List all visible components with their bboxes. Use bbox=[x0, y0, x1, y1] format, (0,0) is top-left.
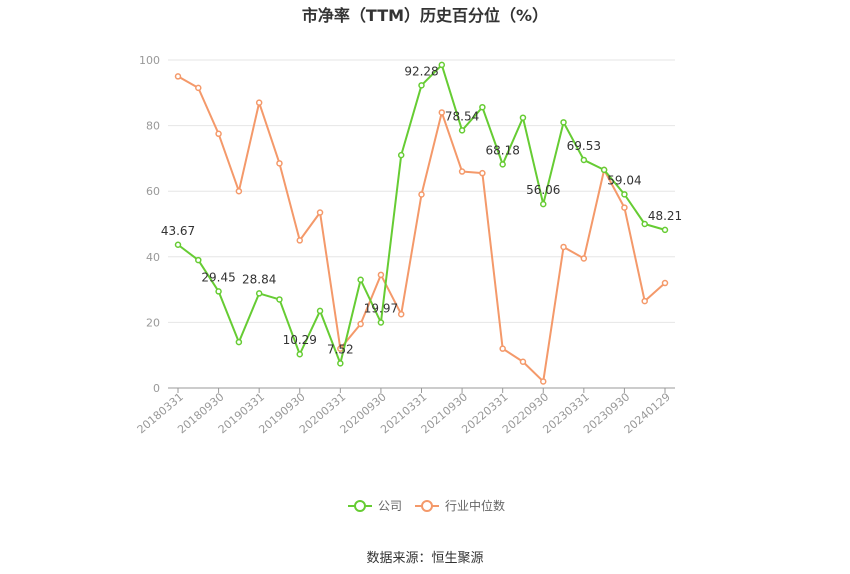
data-point bbox=[316, 209, 324, 216]
y-tick-label: 60 bbox=[146, 185, 160, 198]
data-point bbox=[174, 241, 182, 249]
data-label: 29.45 bbox=[201, 270, 235, 284]
data-label: 59.04 bbox=[607, 173, 641, 187]
x-axis: 2018033120180930201903312019093020200331… bbox=[135, 387, 675, 436]
data-point bbox=[560, 243, 567, 251]
y-tick-label: 20 bbox=[146, 316, 160, 329]
data-point bbox=[519, 114, 527, 121]
data-point bbox=[661, 279, 669, 287]
legend-swatch-marker bbox=[354, 500, 366, 512]
data-point bbox=[600, 166, 608, 174]
data-point bbox=[458, 168, 466, 175]
data-point bbox=[337, 360, 344, 367]
data-label: 92.28 bbox=[404, 64, 438, 78]
data-label: 43.67 bbox=[161, 224, 195, 238]
series-layer bbox=[174, 61, 669, 385]
data-point bbox=[255, 99, 263, 106]
y-axis: 0 20 40 60 80 100 bbox=[139, 54, 160, 395]
data-point bbox=[499, 345, 506, 352]
data-point bbox=[255, 290, 263, 297]
source-note: 数据来源：恒生聚源 bbox=[366, 551, 483, 566]
data-point bbox=[377, 271, 385, 279]
legend-swatch-marker bbox=[421, 500, 433, 512]
data-point bbox=[195, 84, 202, 92]
data-point bbox=[438, 61, 446, 69]
data-point bbox=[479, 169, 486, 177]
data-point bbox=[337, 345, 344, 352]
data-point bbox=[276, 160, 283, 167]
data-label: 69.53 bbox=[567, 139, 601, 153]
data-point bbox=[195, 256, 202, 264]
data-label: 28.84 bbox=[242, 272, 276, 286]
data-point bbox=[418, 191, 425, 198]
data-point bbox=[519, 358, 527, 366]
data-point bbox=[621, 204, 628, 211]
data-point bbox=[540, 378, 547, 385]
data-point bbox=[479, 103, 486, 111]
data-point bbox=[296, 237, 303, 244]
data-point bbox=[499, 161, 506, 168]
chart-title: 市净率（TTM）历史百分位（%） bbox=[302, 6, 548, 25]
data-point bbox=[458, 127, 466, 134]
y-tick-label: 40 bbox=[146, 251, 160, 264]
series-line-industry bbox=[177, 75, 666, 383]
data-label: 7.52 bbox=[327, 342, 354, 356]
data-label: 68.18 bbox=[485, 143, 519, 157]
data-point bbox=[641, 220, 648, 228]
data-point bbox=[540, 200, 547, 208]
data-point bbox=[621, 191, 628, 198]
data-point bbox=[438, 109, 446, 116]
data-point bbox=[580, 156, 588, 164]
data-label: 78.54 bbox=[445, 109, 479, 123]
legend-label: 公司 bbox=[378, 499, 402, 513]
data-point bbox=[580, 255, 588, 262]
y-tick-label: 100 bbox=[139, 54, 160, 67]
y-tick-label: 0 bbox=[153, 382, 160, 395]
data-label: 19.97 bbox=[364, 301, 398, 315]
legend-item[interactable]: 行业中位数 bbox=[415, 498, 505, 513]
data-point bbox=[661, 226, 669, 234]
data-point bbox=[215, 288, 222, 295]
legend[interactable]: 公司 行业中位数 bbox=[348, 498, 505, 513]
data-label: 10.29 bbox=[283, 333, 317, 347]
data-point bbox=[357, 276, 364, 284]
data-point bbox=[397, 151, 405, 159]
data-point bbox=[377, 319, 385, 326]
data-point bbox=[174, 73, 182, 80]
data-label: 56.06 bbox=[526, 183, 560, 197]
y-tick-label: 80 bbox=[146, 120, 160, 133]
legend-item[interactable]: 公司 bbox=[348, 499, 402, 513]
data-point bbox=[641, 297, 648, 305]
data-point bbox=[397, 310, 405, 318]
data-label: 48.21 bbox=[648, 209, 682, 223]
data-point bbox=[316, 307, 324, 315]
data-point bbox=[215, 130, 222, 138]
data-point bbox=[418, 82, 425, 89]
data-labels: 43.67 29.45 28.84 10.29 7.52 19.97 92.28 78.54 6… bbox=[161, 64, 682, 356]
data-point bbox=[276, 296, 283, 303]
data-point bbox=[357, 320, 364, 328]
series-line-company bbox=[177, 63, 666, 365]
data-point bbox=[296, 350, 303, 358]
data-point bbox=[560, 119, 567, 126]
data-point bbox=[235, 187, 243, 195]
legend-label: 行业中位数 bbox=[445, 498, 505, 513]
data-point bbox=[235, 338, 243, 346]
